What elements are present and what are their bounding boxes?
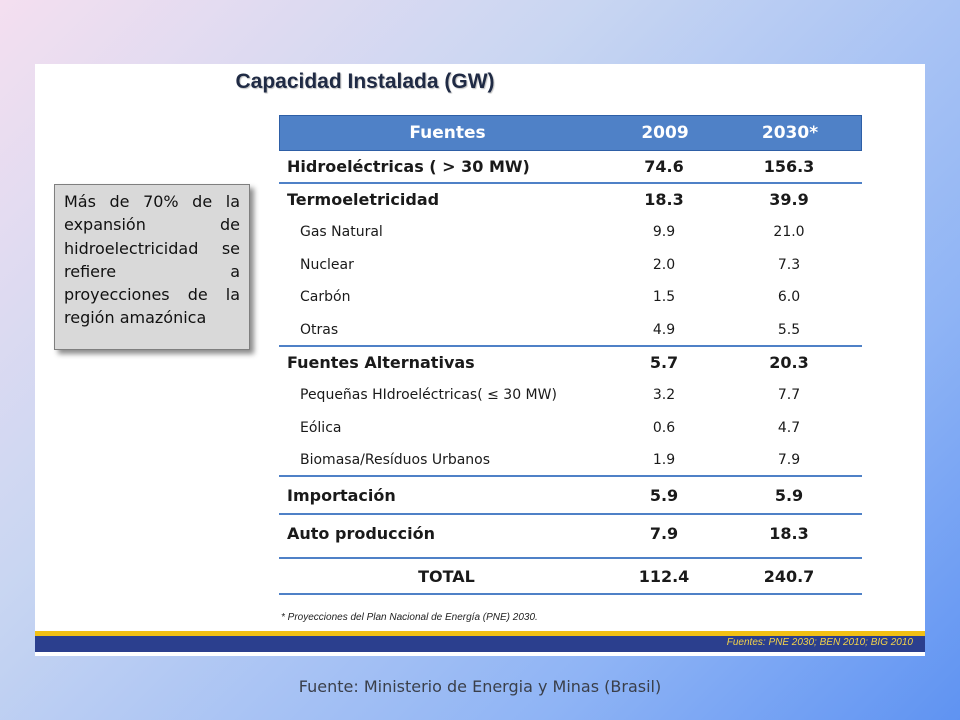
value-2030: 7.7	[777, 387, 801, 404]
total-2009: 112.4	[638, 566, 690, 586]
table-header: Fuentes 2009 2030*	[279, 115, 862, 151]
value-2030: 5.5	[777, 321, 801, 338]
sources-text: Fuentes: PNE 2030; BEN 2010; BIG 2010	[726, 637, 913, 648]
value-2009: 2.0	[652, 256, 676, 273]
value-2009: 0.6	[652, 419, 676, 436]
source-caption: Fuente: Ministerio de Energia y Minas (B…	[298, 677, 662, 696]
value-2030: 18.3	[769, 523, 809, 543]
header-fuentes: Fuentes	[409, 123, 486, 143]
table-footnote: * Proyecciones del Plan Nacional de Ener…	[281, 612, 538, 623]
value-2030: 39.9	[769, 189, 809, 209]
accent-stripe	[35, 631, 925, 636]
table-row: Pequeñas HIdroeléctricas( ≤ 30 MW) 3.2 7…	[279, 379, 862, 412]
table-row: Fuentes Alternativas 5.7 20.3	[279, 347, 862, 380]
total-2030: 240.7	[763, 566, 815, 586]
value-2030: 7.9	[777, 452, 801, 469]
value-2009: 1.9	[652, 452, 676, 469]
row-label: Hidroeléctricas ( > 30 MW)	[287, 157, 530, 176]
table-row: Otras 4.9 5.5	[279, 314, 862, 347]
value-2030: 5.9	[774, 485, 804, 505]
value-2009: 4.9	[652, 321, 676, 338]
row-label: Importación	[287, 485, 396, 505]
value-2009: 74.6	[644, 157, 684, 176]
value-2030: 7.3	[777, 256, 801, 273]
value-2030: 6.0	[777, 289, 801, 306]
sources-bar: Fuentes: PNE 2030; BEN 2010; BIG 2010	[35, 636, 925, 652]
row-label: Termoeletricidad	[287, 189, 440, 209]
capacity-table: Fuentes 2009 2030* Hidroeléctricas ( > 3…	[279, 115, 862, 595]
row-label: Pequeñas HIdroeléctricas( ≤ 30 MW)	[300, 387, 557, 404]
table-row: Carbón 1.5 6.0	[279, 281, 862, 314]
row-label: Fuentes Alternativas	[287, 352, 475, 372]
table-row: Gas Natural 9.9 21.0	[279, 216, 862, 249]
row-label: Nuclear	[300, 256, 354, 273]
table-row: Auto producción 7.9 18.3	[279, 515, 862, 553]
value-2009: 1.5	[652, 289, 676, 306]
slide-panel: Capacidad Instalada (GW) Más de 70% de l…	[35, 64, 925, 656]
row-label: Auto producción	[287, 523, 435, 543]
table-row: Eólica 0.6 4.7	[279, 412, 862, 445]
table-row: Importación 5.9 5.9	[279, 477, 862, 515]
header-2030: 2030*	[761, 123, 819, 143]
value-2030: 4.7	[777, 419, 801, 436]
row-label: Otras	[300, 321, 339, 338]
row-label: Biomasa/Resíduos Urbanos	[300, 452, 491, 469]
value-2030: 156.3	[763, 157, 815, 176]
value-2009: 7.9	[649, 523, 679, 543]
value-2030: 20.3	[769, 352, 809, 372]
row-label: Eólica	[300, 419, 342, 436]
table-row: Termoeletricidad 18.3 39.9	[279, 184, 862, 217]
table-row: Hidroeléctricas ( > 30 MW) 74.6 156.3	[279, 151, 862, 184]
table-total-row: TOTAL 112.4 240.7	[279, 556, 862, 595]
value-2009: 5.7	[649, 352, 679, 372]
table-row: Biomasa/Resíduos Urbanos 1.9 7.9	[279, 444, 862, 477]
value-2009: 18.3	[644, 189, 684, 209]
callout-box: Más de 70% de la expansión de hidroelect…	[54, 184, 250, 350]
table-row: Nuclear 2.0 7.3	[279, 249, 862, 282]
value-2009: 3.2	[652, 387, 676, 404]
header-2009: 2009	[641, 123, 689, 143]
page-title: Capacidad Instalada (GW)	[235, 70, 495, 93]
value-2030: 21.0	[773, 224, 805, 241]
value-2009: 5.9	[649, 485, 679, 505]
row-label: Carbón	[300, 289, 351, 306]
value-2009: 9.9	[652, 224, 676, 241]
row-label: Gas Natural	[300, 224, 383, 241]
total-label: TOTAL	[418, 566, 475, 586]
